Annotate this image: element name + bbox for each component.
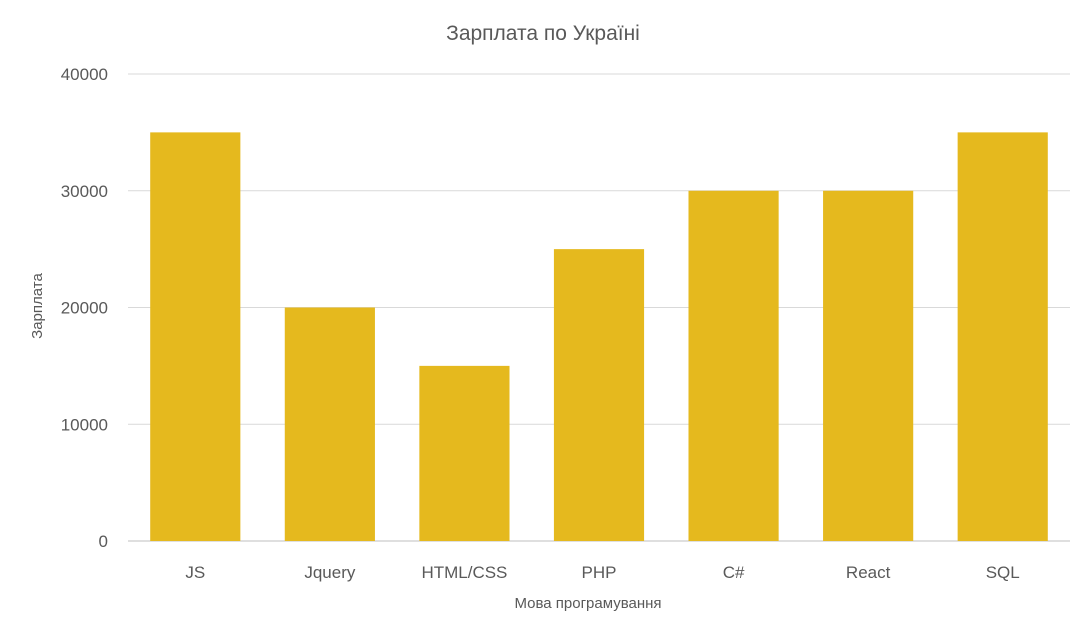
y-tick-label: 10000 [61, 415, 108, 434]
y-axis-ticks: 0 10000 20000 30000 40000 [61, 65, 108, 551]
bar-sql [957, 132, 1048, 541]
bar-jquery [284, 307, 375, 541]
bar-php [553, 249, 645, 541]
bar-html-css [419, 365, 510, 541]
x-tick-label: JS [185, 563, 205, 582]
x-tick-label: Jquery [304, 563, 356, 582]
x-tick-label: C# [723, 563, 745, 582]
y-axis-title: Зарплата [29, 273, 46, 339]
bar-react [823, 190, 914, 541]
x-tick-label: PHP [582, 563, 617, 582]
x-tick-label: SQL [986, 563, 1020, 582]
x-axis-ticks: JS Jquery HTML/CSS PHP C# React SQL [185, 563, 1019, 582]
chart-title: Зарплата по Україні [446, 22, 640, 45]
bar-js [150, 132, 241, 541]
y-tick-label: 40000 [61, 65, 108, 84]
y-tick-label: 0 [99, 532, 108, 551]
x-tick-label: React [846, 563, 891, 582]
y-tick-label: 20000 [61, 299, 108, 318]
x-axis-title: Мова програмування [514, 595, 661, 612]
bars [150, 132, 1048, 541]
x-tick-label: HTML/CSS [421, 563, 507, 582]
y-tick-label: 30000 [61, 182, 108, 201]
bar-c- [688, 190, 779, 541]
